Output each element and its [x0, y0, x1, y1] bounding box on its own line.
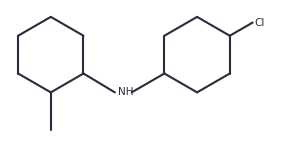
Text: Cl: Cl — [254, 17, 265, 27]
Text: NH: NH — [118, 87, 133, 97]
